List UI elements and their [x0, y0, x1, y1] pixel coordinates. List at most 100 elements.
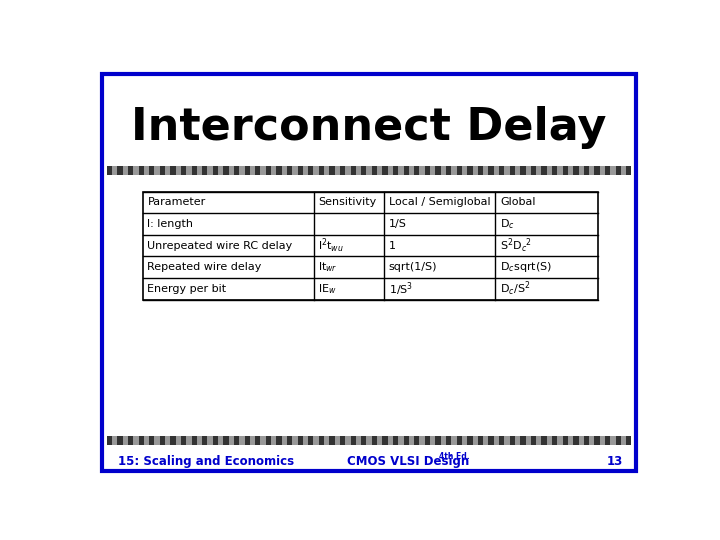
Bar	[213, 166, 218, 175]
Bar	[351, 436, 356, 446]
Bar	[171, 166, 176, 175]
Bar	[186, 166, 192, 175]
Bar	[266, 166, 271, 175]
Text: D$_c$/S$^2$: D$_c$/S$^2$	[500, 280, 530, 298]
Bar	[579, 166, 584, 175]
Bar	[176, 436, 181, 446]
Bar	[430, 436, 436, 446]
Bar	[149, 166, 155, 175]
Bar	[308, 436, 313, 446]
Bar	[271, 436, 276, 446]
Bar	[504, 166, 510, 175]
Bar	[128, 436, 133, 446]
Bar	[398, 436, 404, 446]
Bar	[122, 436, 128, 446]
Bar	[229, 166, 234, 175]
Bar	[261, 166, 266, 175]
Bar	[393, 436, 398, 446]
Bar	[372, 166, 377, 175]
Bar	[546, 166, 552, 175]
Bar	[287, 436, 292, 446]
Bar	[107, 166, 112, 175]
Bar	[504, 436, 510, 446]
Bar	[250, 436, 255, 446]
Bar	[133, 166, 138, 175]
Bar	[552, 166, 557, 175]
Bar	[626, 436, 631, 446]
Bar	[441, 436, 446, 446]
Bar	[584, 436, 589, 446]
Bar	[292, 166, 297, 175]
Bar	[536, 166, 541, 175]
Bar	[621, 436, 626, 446]
Bar	[595, 166, 600, 175]
Text: S$^2$D$_c$$^2$: S$^2$D$_c$$^2$	[500, 237, 532, 255]
Text: Sensitivity: Sensitivity	[318, 198, 377, 207]
Text: D$_c$sqrt(S): D$_c$sqrt(S)	[500, 260, 552, 274]
Bar	[138, 166, 144, 175]
Bar	[573, 436, 579, 446]
Bar	[160, 166, 165, 175]
Bar	[133, 436, 138, 446]
Bar	[271, 166, 276, 175]
Bar	[499, 436, 504, 446]
Bar	[282, 166, 287, 175]
Bar	[138, 436, 144, 446]
Bar	[494, 436, 499, 446]
Text: lE$_w$: lE$_w$	[318, 282, 336, 296]
Bar	[239, 166, 245, 175]
Bar	[144, 166, 149, 175]
Bar	[223, 436, 229, 446]
Bar	[192, 166, 197, 175]
Text: 4th Ed.: 4th Ed.	[438, 453, 469, 461]
Bar	[303, 166, 308, 175]
Bar	[356, 166, 361, 175]
Bar	[372, 436, 377, 446]
Bar	[467, 166, 472, 175]
Bar	[171, 436, 176, 446]
Bar	[197, 436, 202, 446]
Text: Local / Semiglobal: Local / Semiglobal	[389, 198, 490, 207]
Bar	[229, 436, 234, 446]
Bar	[526, 166, 531, 175]
Bar	[287, 166, 292, 175]
Bar	[478, 436, 483, 446]
Bar	[366, 166, 372, 175]
Bar	[611, 436, 616, 446]
Bar	[351, 166, 356, 175]
Bar	[600, 436, 605, 446]
Text: 1: 1	[389, 241, 395, 251]
Bar	[425, 166, 430, 175]
Bar	[112, 436, 117, 446]
Bar	[181, 166, 186, 175]
Bar	[546, 436, 552, 446]
Bar	[346, 436, 351, 446]
Bar	[541, 436, 546, 446]
Bar	[605, 166, 611, 175]
Bar	[276, 436, 282, 446]
Bar	[404, 436, 409, 446]
Bar	[425, 436, 430, 446]
Bar	[292, 436, 297, 446]
Bar	[324, 166, 329, 175]
Bar	[568, 166, 573, 175]
Bar	[155, 436, 160, 446]
Bar	[446, 166, 451, 175]
Text: Global: Global	[500, 198, 536, 207]
Bar	[616, 166, 621, 175]
Bar	[366, 436, 372, 446]
Bar	[361, 436, 366, 446]
Bar	[626, 166, 631, 175]
Bar	[223, 166, 229, 175]
Bar	[255, 166, 261, 175]
Bar	[361, 166, 366, 175]
Bar	[531, 436, 536, 446]
Bar	[165, 436, 171, 446]
Bar	[600, 166, 605, 175]
Bar	[329, 166, 335, 175]
Bar	[234, 166, 239, 175]
Bar	[144, 436, 149, 446]
Bar	[149, 436, 155, 446]
Bar	[387, 436, 393, 446]
Bar	[218, 436, 223, 446]
